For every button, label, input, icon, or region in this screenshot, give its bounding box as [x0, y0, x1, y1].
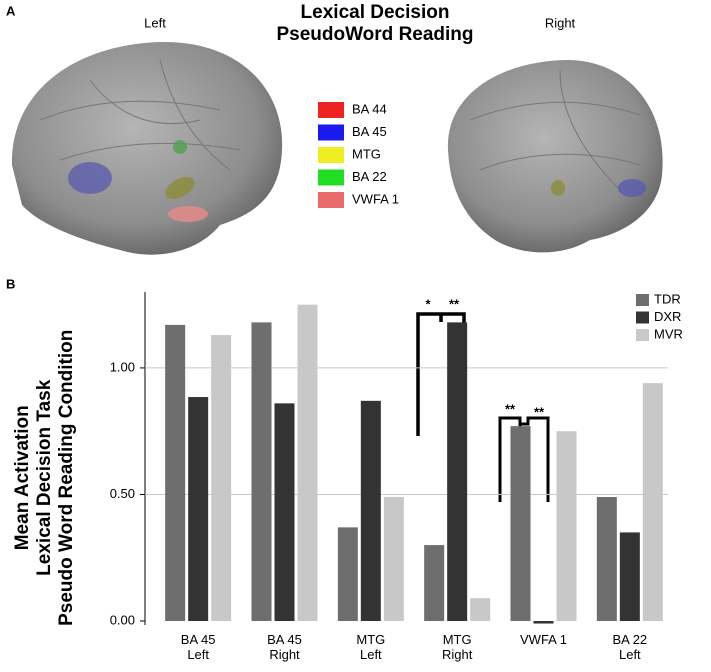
bar: [360, 400, 381, 621]
right-brain: [447, 60, 663, 253]
bar: [383, 496, 404, 621]
legend-label: BA 45: [352, 124, 387, 139]
left-brain: [11, 41, 283, 255]
y-tick-label: 1.00: [110, 359, 135, 374]
legend-label: VWFA 1: [352, 191, 399, 206]
panel-title: Lexical Decision PseudoWord Reading: [276, 2, 474, 45]
bar: [165, 324, 186, 621]
y-tick-label: 0.50: [110, 486, 135, 501]
bar: [297, 304, 318, 621]
bar: [556, 431, 577, 621]
x-tick-label: MTG Right: [441, 632, 473, 662]
legend-swatch: [318, 147, 344, 163]
legend-label: BA 44: [352, 101, 387, 116]
x-tick-label: VWFA 1: [520, 632, 567, 647]
bar: [510, 426, 531, 621]
legend-swatch: [636, 294, 649, 306]
legend-label: BA 22: [352, 169, 387, 184]
legend-label: MVR: [654, 326, 683, 341]
legend-label: TDR: [654, 291, 681, 306]
bar: [211, 335, 232, 621]
bar: [251, 322, 272, 621]
significance-label: **: [505, 401, 516, 416]
hemisphere-label: Left: [144, 15, 166, 30]
y-axis-title: Mean Activation Lexical Decision Task Ps…: [12, 329, 77, 626]
legend-swatch: [636, 329, 649, 341]
significance-label: **: [449, 296, 460, 311]
x-tick-label: BA 22 Left: [612, 632, 648, 662]
bar: [596, 496, 617, 621]
bar: [619, 532, 640, 621]
bar: [533, 621, 554, 624]
legend-swatch: [318, 192, 344, 208]
panel-label: B: [6, 276, 15, 291]
legend-swatch: [636, 311, 649, 324]
legend-swatch: [318, 102, 344, 118]
hemisphere-label: Right: [545, 15, 576, 30]
significance-label: **: [534, 404, 545, 419]
legend-label: MTG: [352, 146, 381, 161]
y-tick-label: 0.00: [110, 612, 135, 627]
significance-label: *: [425, 296, 431, 311]
x-tick-label: BA 45 Right: [267, 632, 302, 662]
bar: [424, 545, 445, 621]
bar: [447, 322, 468, 621]
bar: [470, 598, 491, 621]
legend-swatch: [318, 124, 344, 141]
bar: [337, 527, 358, 621]
bar: [188, 397, 209, 621]
bar: [274, 403, 295, 621]
bar: [642, 383, 663, 621]
x-tick-label: MTG Left: [356, 632, 386, 662]
legend-swatch: [318, 169, 344, 186]
legend-label: DXR: [654, 309, 681, 324]
panel-label: A: [6, 3, 16, 18]
x-tick-label: BA 45 Left: [180, 632, 216, 662]
